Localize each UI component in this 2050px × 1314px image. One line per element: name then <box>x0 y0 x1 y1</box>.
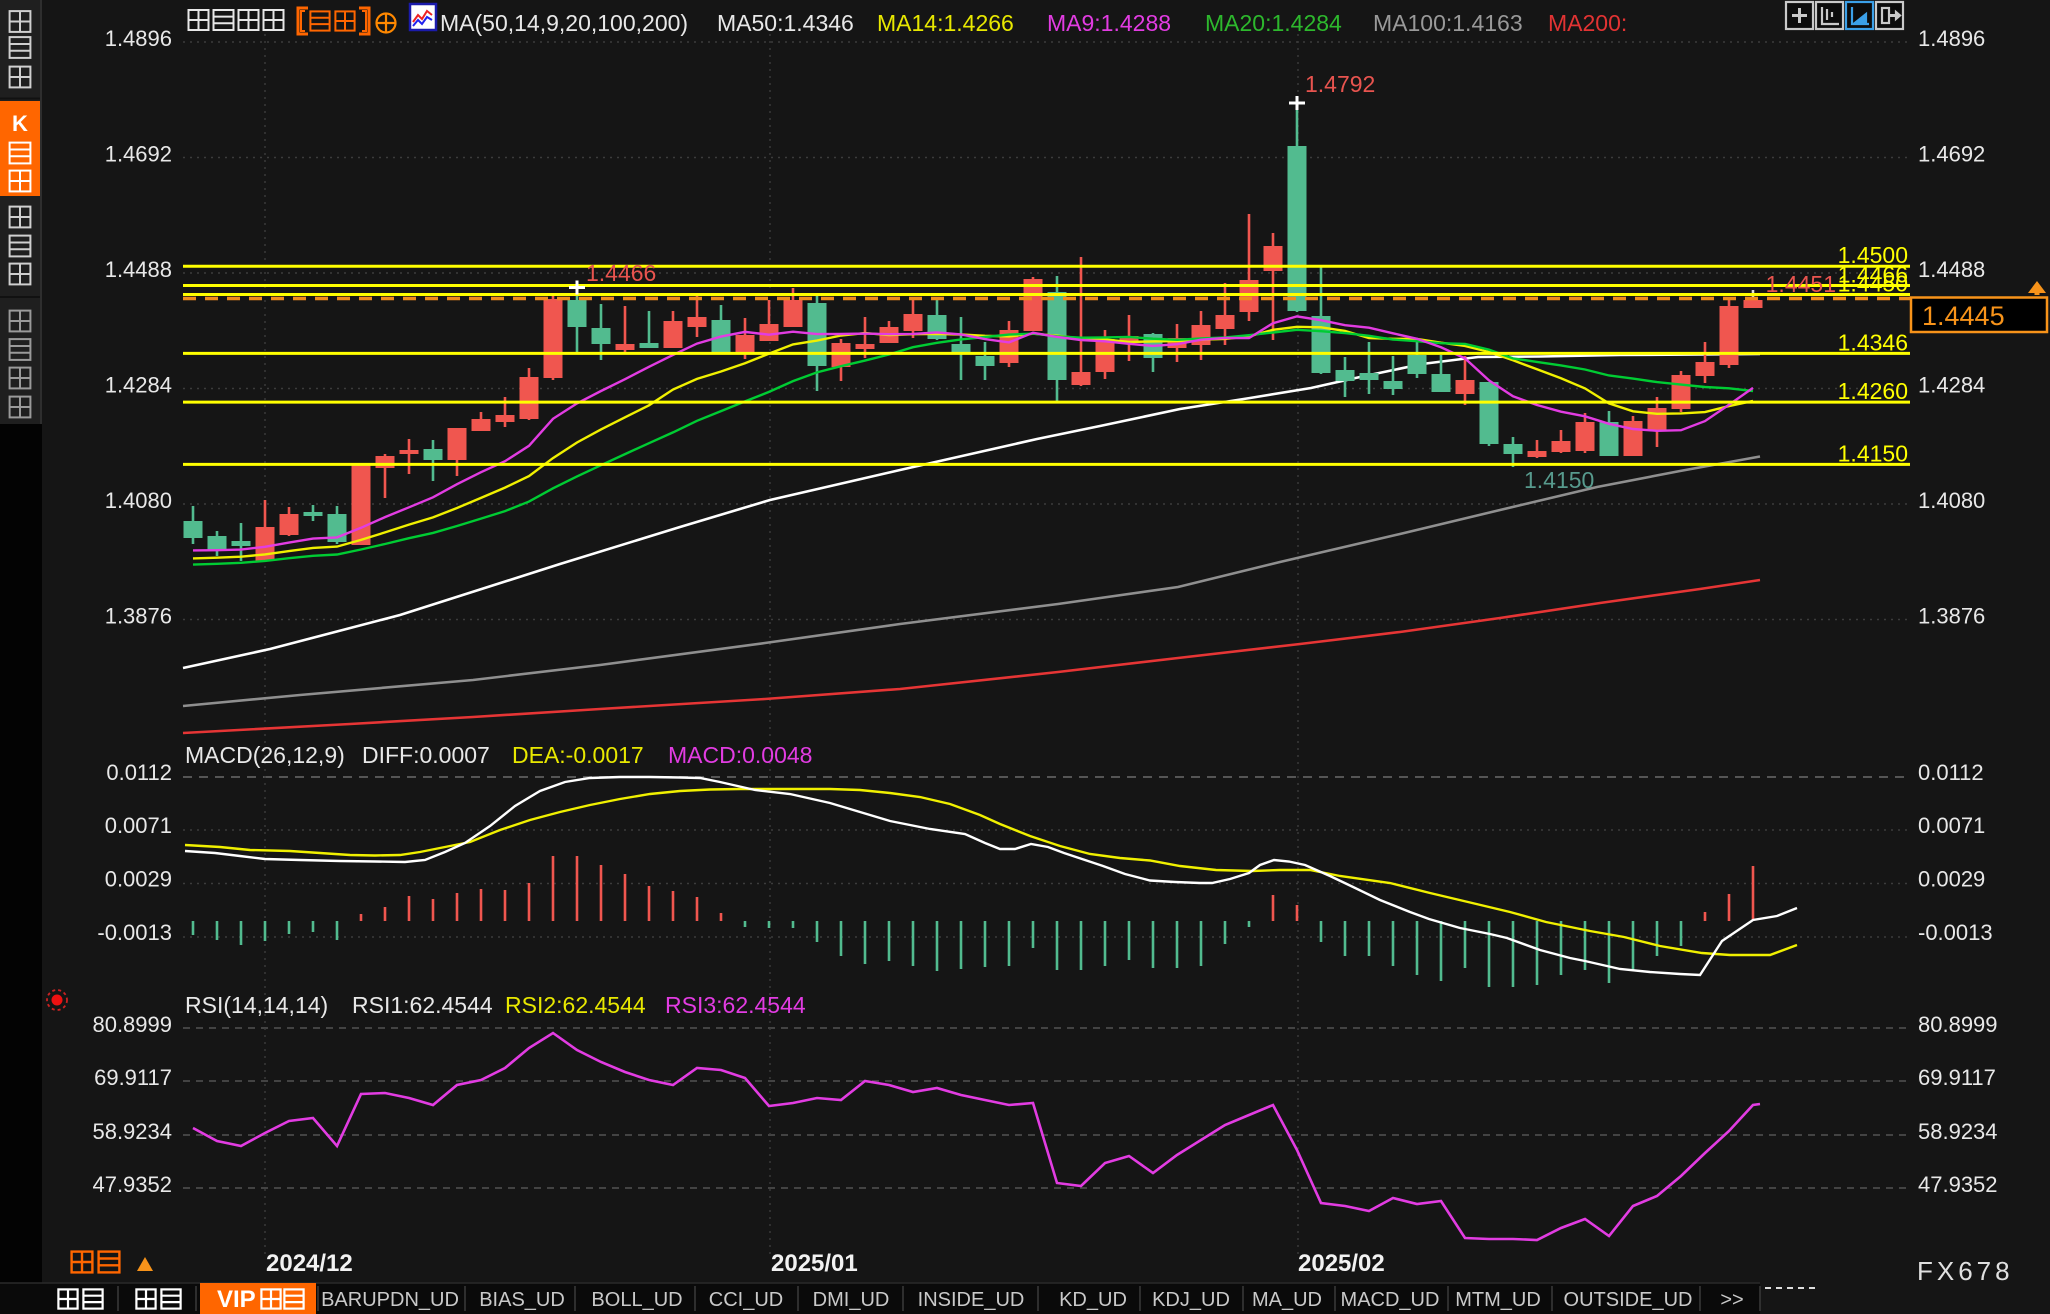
svg-text:1.4080: 1.4080 <box>105 488 172 513</box>
svg-text:MA50:1.4346: MA50:1.4346 <box>717 10 854 36</box>
svg-text:1.4150: 1.4150 <box>1524 467 1594 493</box>
svg-text:INSIDE_UD: INSIDE_UD <box>918 1289 1025 1311</box>
svg-text:DIFF:0.0007: DIFF:0.0007 <box>362 742 490 768</box>
svg-text:1.4896: 1.4896 <box>105 26 172 51</box>
svg-text:1.3876: 1.3876 <box>105 604 172 629</box>
svg-text:2025/02: 2025/02 <box>1298 1250 1385 1277</box>
svg-text:MA_UD: MA_UD <box>1252 1289 1322 1311</box>
svg-text:1.4488: 1.4488 <box>105 257 172 282</box>
svg-text:1.4284: 1.4284 <box>1918 373 1985 398</box>
svg-text:69.9117: 69.9117 <box>1918 1065 1996 1090</box>
svg-text:RSI1:62.4544: RSI1:62.4544 <box>352 992 493 1018</box>
svg-text:RSI3:62.4544: RSI3:62.4544 <box>665 992 806 1018</box>
svg-text:MA20:1.4284: MA20:1.4284 <box>1205 10 1342 36</box>
svg-text:BARUPDN_UD: BARUPDN_UD <box>321 1289 459 1311</box>
svg-text:0.0029: 0.0029 <box>105 867 172 892</box>
svg-text:MA(50,14,9,20,100,200): MA(50,14,9,20,100,200) <box>440 10 688 36</box>
svg-text:RSI2:62.4544: RSI2:62.4544 <box>505 992 646 1018</box>
svg-text:1.4284: 1.4284 <box>105 373 172 398</box>
svg-text:1.4466: 1.4466 <box>586 260 656 286</box>
svg-text:0.0112: 0.0112 <box>106 760 172 785</box>
svg-text:MA100:1.4163: MA100:1.4163 <box>1373 10 1523 36</box>
svg-text:0.0071: 0.0071 <box>105 813 172 838</box>
svg-text:BOLL_UD: BOLL_UD <box>591 1289 682 1311</box>
svg-text:47.9352: 47.9352 <box>92 1172 172 1197</box>
svg-text:58.9234: 58.9234 <box>1918 1119 1998 1144</box>
svg-text:CCI_UD: CCI_UD <box>709 1289 783 1311</box>
svg-text:1.4692: 1.4692 <box>1918 142 1985 167</box>
svg-text:2025/01: 2025/01 <box>771 1250 858 1277</box>
svg-text:KDJ_UD: KDJ_UD <box>1152 1289 1230 1311</box>
svg-text:1.4450: 1.4450 <box>1838 271 1908 297</box>
svg-text:2024/12: 2024/12 <box>266 1250 353 1277</box>
svg-text:MACD:0.0048: MACD:0.0048 <box>668 742 812 768</box>
svg-text:1.4792: 1.4792 <box>1305 71 1375 97</box>
svg-text:1.4692: 1.4692 <box>105 142 172 167</box>
svg-text:K: K <box>12 111 28 136</box>
svg-text:-0.0013: -0.0013 <box>97 920 172 945</box>
svg-text:VIP: VIP <box>217 1286 256 1313</box>
svg-text:1.4260: 1.4260 <box>1838 378 1908 404</box>
svg-text:DMI_UD: DMI_UD <box>813 1289 890 1311</box>
svg-text:69.9117: 69.9117 <box>94 1065 172 1090</box>
svg-text:MACD(26,12,9): MACD(26,12,9) <box>185 742 345 768</box>
svg-text:0.0029: 0.0029 <box>1918 867 1985 892</box>
svg-text:1.4488: 1.4488 <box>1918 257 1985 282</box>
svg-text:BIAS_UD: BIAS_UD <box>479 1289 565 1311</box>
svg-text:1.4500: 1.4500 <box>1838 242 1908 268</box>
svg-text:1.4150: 1.4150 <box>1838 440 1908 466</box>
svg-text:MA200:: MA200: <box>1548 10 1627 36</box>
svg-text:MTM_UD: MTM_UD <box>1455 1289 1541 1311</box>
svg-text:OUTSIDE_UD: OUTSIDE_UD <box>1564 1289 1693 1311</box>
svg-text:DEA:-0.0017: DEA:-0.0017 <box>512 742 644 768</box>
svg-text:1.4080: 1.4080 <box>1918 488 1985 513</box>
svg-text:1.4346: 1.4346 <box>1838 329 1908 355</box>
svg-text:RSI(14,14,14): RSI(14,14,14) <box>185 992 328 1018</box>
svg-text:MA14:1.4266: MA14:1.4266 <box>877 10 1014 36</box>
svg-text:MA9:1.4288: MA9:1.4288 <box>1047 10 1171 36</box>
svg-text:47.9352: 47.9352 <box>1918 1172 1998 1197</box>
svg-text:80.8999: 80.8999 <box>1918 1012 1998 1037</box>
svg-text:-0.0013: -0.0013 <box>1918 920 1993 945</box>
svg-text:58.9234: 58.9234 <box>92 1119 172 1144</box>
svg-text:80.8999: 80.8999 <box>92 1012 172 1037</box>
svg-text:>>: >> <box>1720 1289 1743 1311</box>
svg-text:1.4466: 1.4466 <box>1838 262 1908 288</box>
svg-text:0.0112: 0.0112 <box>1918 760 1984 785</box>
svg-text:1.4451: 1.4451 <box>1766 271 1836 297</box>
svg-text:0.0071: 0.0071 <box>1918 813 1985 838</box>
svg-text:1.4445: 1.4445 <box>1922 301 2005 331</box>
svg-text:MACD_UD: MACD_UD <box>1341 1289 1440 1311</box>
svg-text:KD_UD: KD_UD <box>1059 1289 1127 1311</box>
svg-text:1.3876: 1.3876 <box>1918 604 1985 629</box>
svg-text:1.4896: 1.4896 <box>1918 26 1985 51</box>
svg-text:FX678: FX678 <box>1917 1256 2014 1286</box>
